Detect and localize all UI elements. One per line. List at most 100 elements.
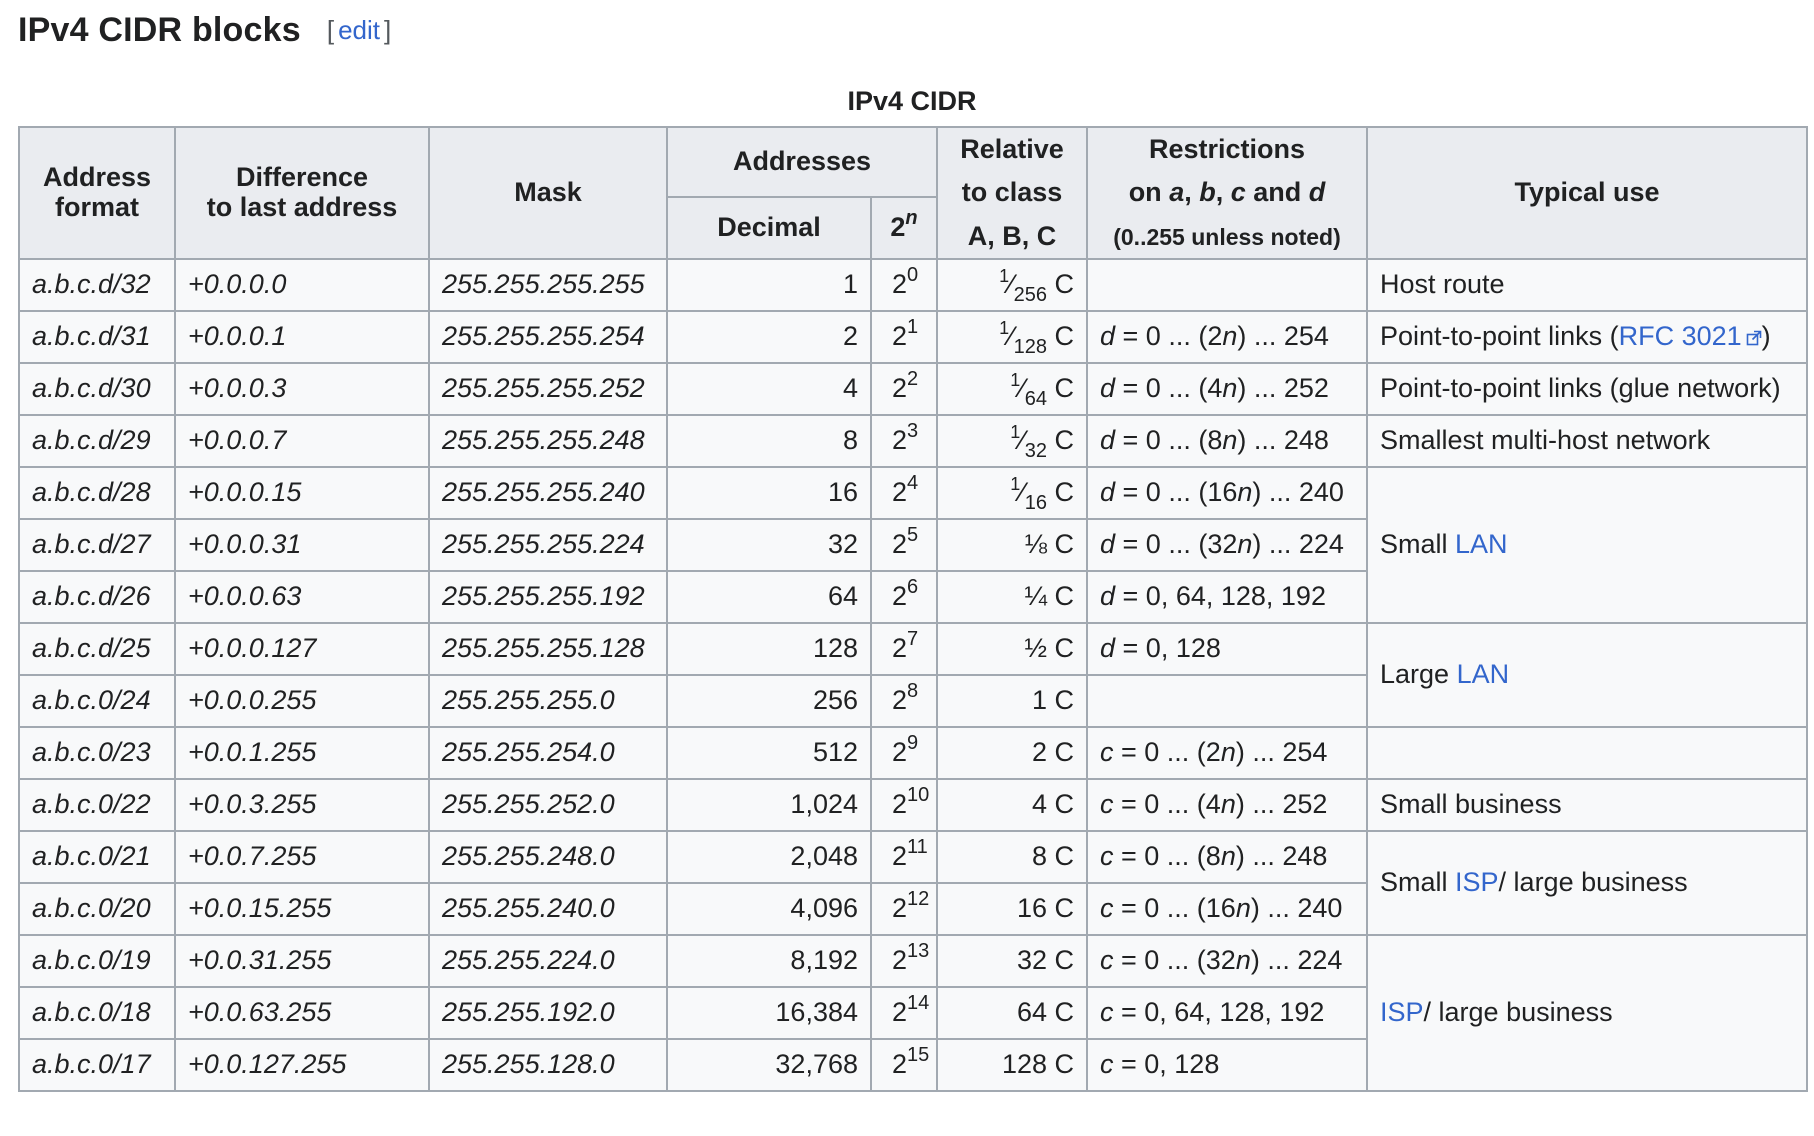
cell-mask: 255.255.255.224 (428, 518, 668, 572)
isp-link[interactable]: ISP (1455, 867, 1499, 898)
cell-power: 22 (870, 362, 938, 416)
table-row: a.b.c.d/26 +0.0.0.63 255.255.255.192 64 26 ¼ … (18, 570, 1807, 624)
table-row: a.b.c.0/19 +0.0.31.255 255.255.224.0 8,192 2… (18, 934, 1808, 1092)
cell-relative-class: 32 C (936, 934, 1088, 988)
cell-restrictions: d = 0, 128 (1086, 622, 1368, 676)
cell-typical-use (1366, 726, 1808, 780)
cell-relative-class: 8 C (936, 830, 1088, 884)
cell-power: 20 (870, 258, 938, 312)
cell-restrictions: c = 0 ... (16n) ... 240 (1086, 882, 1368, 936)
cell-address-format: a.b.c.0/17 (18, 1038, 176, 1092)
cell-address-format: a.b.c.d/27 (18, 518, 176, 572)
cell-restrictions: c = 0 ... (8n) ... 248 (1086, 830, 1368, 884)
cell-power: 211 (870, 830, 938, 884)
edit-bracket-close: ] (384, 14, 392, 45)
cell-mask: 255.255.252.0 (428, 778, 668, 832)
cell-decimal: 4 (666, 362, 872, 416)
cell-power: 29 (870, 726, 938, 780)
table-row: a.b.c.0/17 +0.0.127.255 255.255.128.0 32,76… (18, 1038, 1807, 1092)
cell-address-format: a.b.c.0/23 (18, 726, 176, 780)
cell-power: 24 (870, 466, 938, 520)
cell-mask: 255.255.255.240 (428, 466, 668, 520)
edit-link[interactable]: edit (338, 14, 381, 45)
cell-relative-class: 1⁄16 C (936, 466, 1088, 520)
edit-section: [edit] (327, 15, 391, 46)
cell-restrictions: d = 0 ... (16n) ... 240 (1086, 466, 1368, 520)
use-text: Point-to-point links ( (1380, 321, 1619, 352)
cell-restrictions (1086, 258, 1368, 312)
table-row: a.b.c.0/23 +0.0.1.255 255.255.254.0 512 29 2 … (18, 726, 1808, 780)
lan-link[interactable]: LAN (1455, 529, 1508, 560)
edit-bracket-open: [ (326, 14, 335, 45)
use-text: Point-to-point links (glue network) (1380, 373, 1781, 404)
cell-address-format: a.b.c.d/30 (18, 362, 176, 416)
cell-power: 28 (870, 674, 938, 728)
header-typical-use: Typical use (1366, 126, 1808, 260)
rfc-3021-link[interactable]: RFC 3021 (1619, 321, 1762, 351)
table-row: a.b.c.0/22 +0.0.3.255 255.255.252.0 1,024 21… (18, 778, 1808, 832)
cell-difference: +0.0.0.15 (174, 466, 430, 520)
cell-relative-class: 1⁄32 C (936, 414, 1088, 468)
cell-mask: 255.255.255.192 (428, 570, 668, 624)
header-mask: Mask (428, 126, 668, 260)
cell-difference: +0.0.0.31 (174, 518, 430, 572)
cell-address-format: a.b.c.0/21 (18, 830, 176, 884)
cell-typical-use: Point-to-point links (glue network) (1366, 362, 1808, 416)
header-difference: Difference to last address (174, 126, 430, 260)
cell-mask: 255.255.240.0 (428, 882, 668, 936)
cell-mask: 255.255.255.254 (428, 310, 668, 364)
cell-difference: +0.0.0.0 (174, 258, 430, 312)
cell-difference: +0.0.0.127 (174, 622, 430, 676)
header-power: 2n (870, 196, 938, 260)
cell-relative-class: ¼ C (936, 570, 1088, 624)
cell-address-format: a.b.c.0/19 (18, 934, 176, 988)
cell-address-format: a.b.c.0/18 (18, 986, 176, 1040)
cell-decimal: 4,096 (666, 882, 872, 936)
cell-address-format: a.b.c.d/28 (18, 466, 176, 520)
cell-typical-use: Large LAN (1366, 622, 1808, 728)
cell-restrictions: c = 0 ... (32n) ... 224 (1086, 934, 1368, 988)
table-row: a.b.c.0/21 +0.0.7.255 255.255.248.0 2,048 21… (18, 830, 1808, 936)
section-heading: IPv4 CIDR blocks (18, 10, 301, 49)
cidr-table: Address format Difference to last address … (18, 126, 1808, 1092)
cell-relative-class: 64 C (936, 986, 1088, 1040)
cell-relative-class: ½ C (936, 622, 1088, 676)
use-text: Small business (1380, 789, 1562, 820)
cell-difference: +0.0.1.255 (174, 726, 430, 780)
cell-decimal: 512 (666, 726, 872, 780)
cell-difference: +0.0.0.3 (174, 362, 430, 416)
cell-power: 23 (870, 414, 938, 468)
cell-restrictions: c = 0 ... (2n) ... 254 (1086, 726, 1368, 780)
section-heading-row: IPv4 CIDR blocks [edit] (18, 8, 391, 52)
cell-decimal: 32 (666, 518, 872, 572)
cell-decimal: 128 (666, 622, 872, 676)
cell-restrictions: d = 0 ... (4n) ... 252 (1086, 362, 1368, 416)
cell-mask: 255.255.255.248 (428, 414, 668, 468)
lan-link[interactable]: LAN (1456, 659, 1510, 690)
cell-power: 214 (870, 986, 938, 1040)
header-addresses: Addresses (666, 126, 938, 198)
cell-power: 25 (870, 518, 938, 572)
cell-relative-class: ⅛ C (936, 518, 1088, 572)
table-caption: IPv4 CIDR (847, 86, 977, 116)
cell-typical-use: Small LAN (1366, 466, 1808, 624)
cell-decimal: 256 (666, 674, 872, 728)
cell-restrictions (1086, 674, 1368, 728)
table-row: a.b.c.d/32 +0.0.0.0 255.255.255.255 1 20 1⁄25… (18, 258, 1808, 312)
table-row: a.b.c.d/25 +0.0.0.127 255.255.255.128 128 27… (18, 622, 1808, 728)
cell-mask: 255.255.255.252 (428, 362, 668, 416)
cell-typical-use: ISP/ large business (1366, 934, 1808, 1092)
cell-decimal: 32,768 (666, 1038, 872, 1092)
cell-restrictions: d = 0 ... (8n) ... 248 (1086, 414, 1368, 468)
cell-relative-class: 1⁄128 C (936, 310, 1088, 364)
cell-address-format: a.b.c.0/22 (18, 778, 176, 832)
cell-difference: +0.0.7.255 (174, 830, 430, 884)
cell-relative-class: 1⁄256 C (936, 258, 1088, 312)
cell-relative-class: 16 C (936, 882, 1088, 936)
isp-link[interactable]: ISP (1380, 997, 1424, 1028)
cell-typical-use: Smallest multi-host network (1366, 414, 1808, 468)
header-decimal: Decimal (666, 196, 872, 260)
cell-restrictions: d = 0, 64, 128, 192 (1086, 570, 1368, 624)
cell-restrictions: c = 0, 128 (1086, 1038, 1368, 1092)
cell-mask: 255.255.192.0 (428, 986, 668, 1040)
